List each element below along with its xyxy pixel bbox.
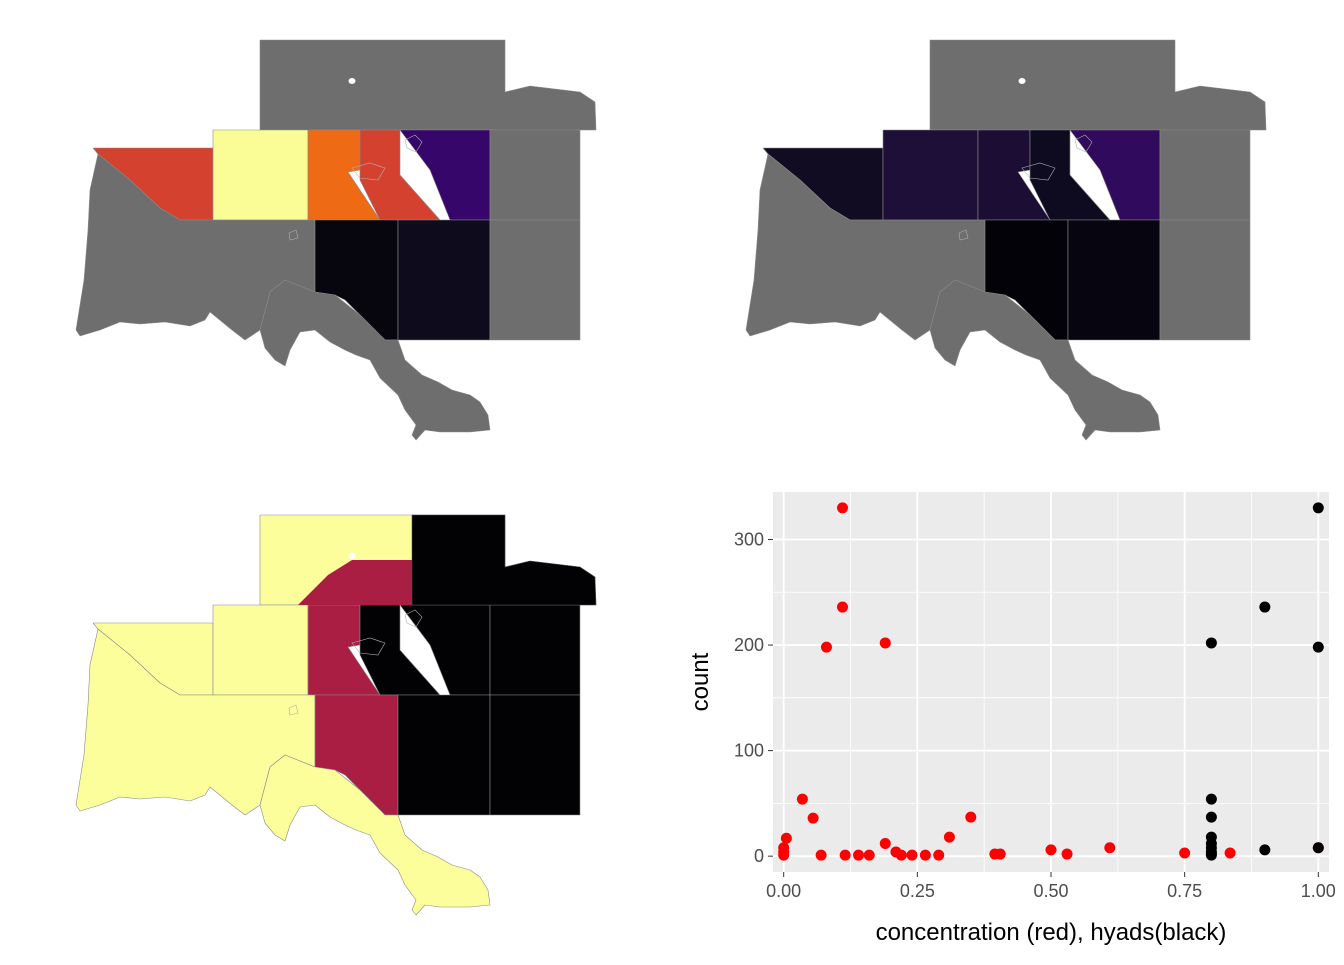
x-axis-label: concentration (red), hyads(black) [876, 919, 1227, 946]
concentration-point [965, 811, 977, 823]
concentration-point [919, 849, 931, 861]
y-axis-label: count [687, 652, 714, 711]
x-tick-label: 0.00 [766, 881, 801, 901]
region-south-west [75, 628, 316, 816]
concentration-point [837, 601, 848, 613]
region-south-west [75, 153, 316, 341]
concentration-point [895, 849, 907, 861]
concentration-point [1179, 847, 1191, 859]
region-west-center [212, 129, 309, 221]
concentration-point [1104, 842, 1116, 854]
concentration-point [906, 849, 918, 861]
hyads-point [1205, 811, 1217, 823]
region-south-west [745, 153, 986, 341]
concentration-point [807, 812, 819, 824]
town-outlines [288, 134, 423, 241]
concentration-point [994, 848, 1006, 860]
region-far-east [489, 129, 581, 221]
hyads-point [1312, 842, 1324, 854]
y-tick-label: 100 [734, 741, 764, 761]
region-south-tail [259, 279, 491, 441]
concentration-point [837, 502, 848, 514]
region-south-far-east [489, 694, 581, 816]
region-south-tail [929, 279, 1161, 441]
map-panel-top-left [60, 30, 620, 450]
region-south-east [1067, 219, 1161, 341]
region-northeast [929, 39, 1267, 131]
region-south-east [397, 694, 491, 816]
concentration-point [815, 849, 827, 861]
x-tick-label: 0.25 [900, 881, 935, 901]
concentration-point [879, 637, 891, 649]
town-marker [1018, 78, 1026, 84]
hyads-point [1312, 641, 1324, 653]
concentration-point [879, 838, 891, 849]
concentration-point [943, 831, 955, 843]
town-marker [348, 78, 356, 84]
choropleth-map [745, 39, 1267, 441]
choropleth-map [75, 514, 597, 916]
concentration-point [839, 849, 851, 861]
x-tick-label: 0.75 [1167, 881, 1202, 901]
x-tick-label: 0.50 [1033, 881, 1068, 901]
y-tick-label: 0 [754, 846, 764, 866]
grid-lines [773, 492, 1329, 872]
map-panel-top-right [730, 30, 1290, 450]
concentration-point [820, 641, 832, 653]
hyads-point [1312, 502, 1324, 514]
concentration-point [778, 849, 790, 861]
region-south-tail [259, 754, 491, 916]
town-marker [348, 553, 356, 559]
hyads-point [1205, 793, 1217, 805]
hyads-point [1259, 844, 1271, 856]
x-tick-label: 1.00 [1301, 881, 1336, 901]
town-outlines [288, 609, 423, 716]
region-far-east [1159, 129, 1251, 221]
region-north-center [298, 560, 412, 605]
region-west-center [212, 604, 309, 696]
data-points [778, 502, 1324, 861]
hyads-point [1205, 637, 1217, 649]
concentration-point [1224, 847, 1236, 859]
region-far-east [489, 604, 581, 696]
concentration-point [796, 793, 808, 805]
region-northeast [259, 39, 597, 131]
y-tick-label: 300 [734, 530, 764, 550]
y-tick-label: 200 [734, 635, 764, 655]
concentration-point [853, 849, 865, 861]
hyads-point [1259, 601, 1271, 613]
region-south-far-east [1159, 219, 1251, 341]
concentration-point [780, 832, 792, 844]
scatter-plot: 0.00 0.25 0.50 0.75 1.00 0 100 200 300 concentra… [680, 480, 1344, 960]
concentration-point [1061, 848, 1073, 860]
region-west-center [882, 129, 979, 221]
choropleth-map [75, 39, 597, 441]
region-northeast-right [411, 514, 597, 606]
concentration-point [1045, 844, 1057, 856]
scatter-svg: 0.00 0.25 0.50 0.75 1.00 0 100 200 300 concentra… [687, 492, 1336, 946]
region-south-east [397, 219, 491, 341]
hyads-point [1205, 849, 1217, 861]
concentration-point [863, 849, 875, 861]
map-panel-bottom-left [60, 505, 620, 925]
region-south-far-east [489, 219, 581, 341]
axes: 0.00 0.25 0.50 0.75 1.00 0 100 200 300 [734, 530, 1336, 902]
concentration-point [933, 849, 945, 861]
town-outlines [958, 134, 1093, 241]
